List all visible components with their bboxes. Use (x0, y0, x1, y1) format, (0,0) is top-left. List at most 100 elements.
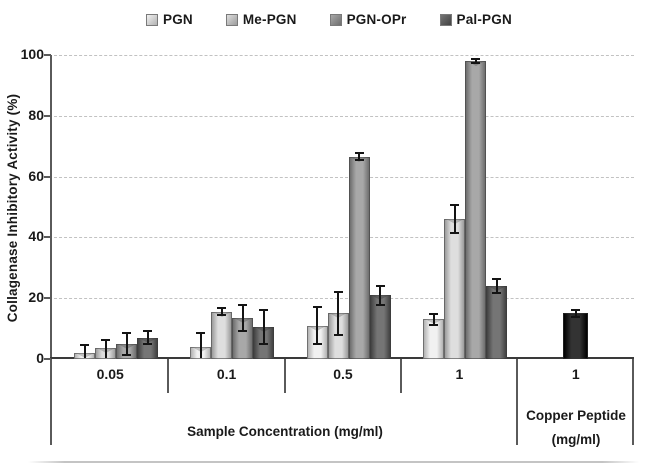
bar-PGN-OPr-1 (465, 61, 487, 359)
category-label-0.1: 0.1 (216, 366, 237, 382)
error-bar-Me-PGN-0.05-cap-top (101, 339, 110, 342)
error-bar-Me-PGN-1-cap-bottom (450, 232, 460, 235)
error-bar-Me-PGN-0.1-line (220, 307, 223, 317)
error-bar-Pal-PGN-1-cap-bottom (492, 291, 502, 294)
legend-label: Pal-PGN (456, 12, 512, 27)
copper-peptide-axis-label: Copper Peptide (526, 408, 626, 423)
error-bar-PGN-OPr-1-cap-top (471, 58, 481, 61)
error-bar-PGN-0.05-cap-top (80, 343, 89, 346)
plot-right-edge (632, 359, 634, 445)
error-bar-PGN-OPr-0.5-cap-top (354, 152, 364, 155)
y-tick-60 (44, 175, 51, 178)
legend-swatch-icon (439, 13, 452, 26)
error-bar-PGN-OPr-0.1-cap-bottom (238, 329, 248, 332)
bar-Me-PGN-1 (444, 219, 466, 359)
y-axis-title: Collagenase Inhibitory Activity (%) (5, 93, 20, 323)
y-tick-label-20: 20 (28, 289, 44, 306)
category-label-0.5: 0.5 (333, 366, 353, 382)
gridline-40 (54, 237, 634, 239)
legend-item-PGN: PGN (146, 12, 193, 27)
error-bar-PGN-0.5-cap-bottom (312, 343, 322, 346)
category-label-copper: 1 (571, 366, 580, 382)
gridline-20 (54, 298, 634, 300)
copper-peptide-axis-unit: (mg/ml) (551, 432, 601, 447)
y-tick-0 (44, 358, 51, 360)
gridline-80 (54, 115, 634, 117)
error-bar-Me-PGN-0.1-cap-top (217, 307, 227, 310)
legend-item-Pal-PGN: Pal-PGN (439, 12, 512, 27)
error-bar-Pal-PGN-1-line (495, 278, 498, 294)
error-bar-PGN-0.5-cap-top (312, 305, 322, 308)
error-bar-PGN-OPr-0.1-cap-top (238, 304, 248, 307)
error-bar-Me-PGN-1-line (453, 203, 456, 235)
y-tick-100 (44, 54, 51, 56)
error-bar-Me-PGN-1-cap-top (450, 203, 460, 206)
category-divider-3 (400, 359, 403, 393)
error-bar-Me-PGN-0.5-line (337, 290, 340, 337)
error-bar-PGN-1-line (432, 313, 435, 326)
legend-swatch-icon (225, 13, 238, 26)
error-bar-Pal-PGN-0.05-line (146, 330, 149, 346)
error-bar-Me-PGN-0.5-cap-bottom (333, 334, 343, 337)
error-bar-PGN-OPr-1-cap-bottom (471, 62, 481, 65)
y-tick-label-40: 40 (28, 228, 44, 245)
error-bar-Pal-PGN-0.1-cap-top (259, 308, 269, 311)
legend-item-Me-PGN: Me-PGN (225, 12, 297, 27)
y-tick-label-60: 60 (28, 167, 44, 184)
category-divider-1 (167, 359, 170, 393)
error-bar-PGN-0.05-line (83, 343, 86, 358)
y-axis-line (50, 55, 52, 445)
gridline-60 (54, 176, 634, 178)
error-bar-PGN-1-cap-top (429, 313, 439, 316)
error-bar-Pal-PGN-1-cap-top (492, 278, 502, 281)
page-bottom-edge (28, 461, 639, 463)
error-bar-copper-peptide-cap-top (571, 308, 581, 311)
bar-Pal-PGN-1 (486, 286, 508, 359)
y-tick-80 (44, 114, 51, 117)
error-bar-copper-peptide-cap-bottom (571, 315, 581, 318)
error-bar-Pal-PGN-0.5-line (379, 284, 382, 306)
chart-legend: PGN Me-PGN PGN-OPr Pal-PGN (146, 12, 512, 27)
error-bar-Pal-PGN-0.5-cap-top (375, 284, 385, 287)
error-bar-Me-PGN-0.1-cap-bottom (217, 314, 227, 317)
y-tick-label-0: 0 (36, 350, 44, 366)
legend-label: PGN-OPr (346, 12, 407, 27)
x-axis-title: Sample Concentration (mg/ml) (187, 424, 383, 439)
error-bar-PGN-0.1-line (199, 331, 202, 358)
error-bar-Pal-PGN-0.5-cap-bottom (375, 303, 385, 306)
error-bar-PGN-0.5-line (316, 305, 319, 346)
legend-item-PGN-OPr: PGN-OPr (329, 12, 407, 27)
y-tick-40 (44, 236, 51, 239)
legend-swatch-icon (329, 13, 342, 26)
category-divider-2 (283, 359, 286, 393)
legend-label: Me-PGN (242, 12, 297, 27)
error-bar-PGN-OPr-0.05-cap-bottom (122, 353, 131, 356)
gridline-100 (54, 55, 634, 56)
error-bar-Pal-PGN-0.05-cap-top (143, 330, 152, 333)
category-divider-copper (516, 359, 518, 445)
error-bar-PGN-OPr-1-line (474, 58, 477, 65)
y-tick-label-100: 100 (20, 46, 44, 62)
bar-Me-PGN-0.1 (211, 311, 233, 359)
legend-label: PGN (163, 12, 193, 27)
error-bar-PGN-OPr-0.5-cap-bottom (354, 159, 364, 162)
error-bar-PGN-OPr-0.1-line (241, 304, 244, 332)
error-bar-PGN-0.1-cap-top (196, 331, 206, 334)
y-tick-label-80: 80 (28, 106, 44, 123)
error-bar-Pal-PGN-0.1-cap-bottom (259, 343, 269, 346)
bar-copper-peptide (563, 313, 589, 359)
error-bar-PGN-OPr-0.05-line (125, 331, 128, 356)
error-bar-copper-peptide-line (574, 308, 577, 318)
error-bar-PGN-OPr-0.5-line (358, 152, 361, 162)
error-bar-PGN-1-cap-bottom (429, 323, 439, 326)
error-bar-Pal-PGN-0.05-cap-bottom (143, 343, 152, 346)
category-label-1: 1 (455, 366, 464, 382)
bar-PGN-OPr-0.5 (348, 156, 370, 359)
error-bar-Me-PGN-0.5-cap-top (333, 290, 343, 293)
category-label-0.05: 0.05 (96, 366, 124, 382)
error-bar-Pal-PGN-0.1-line (262, 308, 265, 346)
error-bar-PGN-OPr-0.05-cap-top (122, 331, 131, 334)
error-bar-Me-PGN-0.05-line (104, 339, 107, 358)
legend-swatch-icon (146, 13, 158, 26)
